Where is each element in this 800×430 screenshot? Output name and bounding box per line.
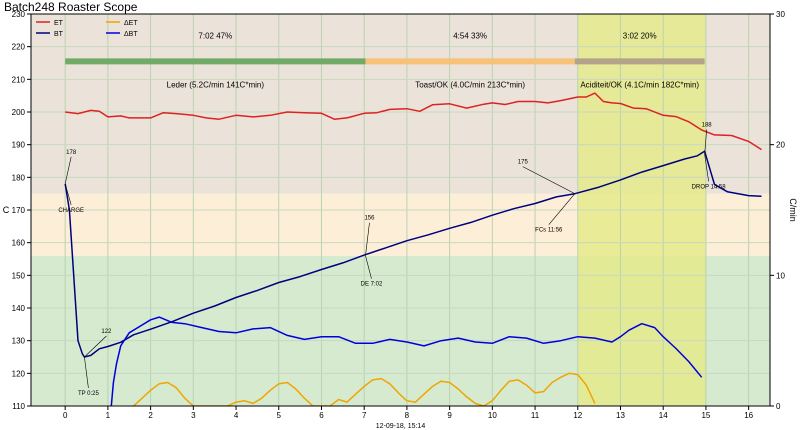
y-tick-label: 130 xyxy=(12,337,26,346)
x-tick-label: 11 xyxy=(531,411,540,420)
phase-time-label: 3:02 20% xyxy=(623,32,657,41)
y-axis-label: C xyxy=(3,205,10,215)
series-line-BT xyxy=(64,150,762,358)
y-tick-label: 200 xyxy=(12,108,26,117)
annotation-leader xyxy=(365,222,370,256)
chart-title: Batch248 Roaster Scope xyxy=(4,0,138,14)
annotation-value: 188 xyxy=(702,122,713,128)
x-tick-label: 2 xyxy=(148,411,153,420)
y-tick-label: 160 xyxy=(12,239,26,248)
y-tick-label: 220 xyxy=(12,43,26,52)
annotation-leader xyxy=(548,193,576,225)
phase-name-label: Aciditeit/OK (4.1C/min 182C*min) xyxy=(580,81,699,90)
x-tick-label: 10 xyxy=(488,411,497,420)
x-tick-label: 16 xyxy=(744,411,753,420)
y-tick-label: 210 xyxy=(12,75,26,84)
annotation-leader xyxy=(365,255,372,279)
series-line-ΔET xyxy=(132,372,596,406)
x-tick-label: 9 xyxy=(447,411,452,420)
x-tick-label: 5 xyxy=(277,411,282,420)
phase-name-label: Leder (5.2C/min 141C*min) xyxy=(167,81,265,90)
y-tick-label: 120 xyxy=(12,369,26,378)
y2-tick-label: 20 xyxy=(776,141,785,150)
phase-time-label: 4:54 33% xyxy=(453,32,487,41)
annotation-event: FCs 11:56 xyxy=(535,228,563,234)
y2-tick-label: 30 xyxy=(776,10,785,19)
x-tick-label: 4 xyxy=(234,411,239,420)
annotation-event: DE 7:02 xyxy=(361,282,383,288)
y-tick-label: 180 xyxy=(12,173,26,182)
annotation-leader xyxy=(84,335,107,358)
x-axis-label: 12-09-18, 15:14 xyxy=(376,423,426,430)
y-tick-label: 170 xyxy=(12,206,26,215)
phase-bar-1 xyxy=(365,58,575,65)
annotation-value: 122 xyxy=(101,329,112,335)
annotation-event: CHARGE xyxy=(58,208,84,214)
y-tick-label: 140 xyxy=(12,304,26,313)
legend-label: ΔBT xyxy=(124,31,138,38)
annotation-leader xyxy=(64,156,72,184)
y-tick-label: 110 xyxy=(12,402,25,411)
y2-axis-label: C/min xyxy=(788,198,798,222)
annotation-leader xyxy=(64,183,72,205)
x-tick-label: 3 xyxy=(191,411,196,420)
annotation-event: TP 0:25 xyxy=(78,391,100,397)
annotation-event: DROP 14:58 xyxy=(692,184,727,190)
legend-label: ΔET xyxy=(124,20,138,27)
y2-tick-label: 0 xyxy=(776,402,781,411)
phase-name-label: Toast/OK (4.0C/min 213C*min) xyxy=(415,81,525,90)
phase-bar-0 xyxy=(65,58,366,65)
legend-label: BT xyxy=(54,31,64,38)
series-group xyxy=(64,92,762,406)
annotation-leader xyxy=(84,356,89,389)
annotation-leader xyxy=(704,129,707,155)
x-tick-label: 15 xyxy=(701,411,710,420)
series-line-ET xyxy=(65,92,762,151)
annotation-leader xyxy=(704,154,709,182)
legend: ET BT ΔET ΔBT xyxy=(36,20,138,38)
x-tick-label: 7 xyxy=(362,411,367,420)
x-tick-label: 12 xyxy=(573,411,582,420)
legend-label: ET xyxy=(54,20,64,27)
y2-tick-label: 10 xyxy=(776,271,785,280)
x-tick-label: 14 xyxy=(659,411,668,420)
x-tick-label: 0 xyxy=(63,411,68,420)
y-tick-label: 230 xyxy=(12,10,26,19)
x-tick-label: 6 xyxy=(319,411,324,420)
x-tick-label: 8 xyxy=(405,411,410,420)
phase-bar-2 xyxy=(574,58,705,65)
y-tick-label: 150 xyxy=(12,271,26,280)
y-tick-label: 190 xyxy=(12,141,26,150)
annotation-leader xyxy=(522,166,575,194)
x-tick-label: 13 xyxy=(616,411,625,420)
annotation-value: 156 xyxy=(364,216,375,222)
series-line-ΔBT xyxy=(110,316,703,406)
phase-time-label: 7:02 47% xyxy=(198,32,232,41)
x-tick-label: 1 xyxy=(106,411,111,420)
annotation-value: 175 xyxy=(518,160,529,166)
annotation-value: 178 xyxy=(66,150,77,156)
